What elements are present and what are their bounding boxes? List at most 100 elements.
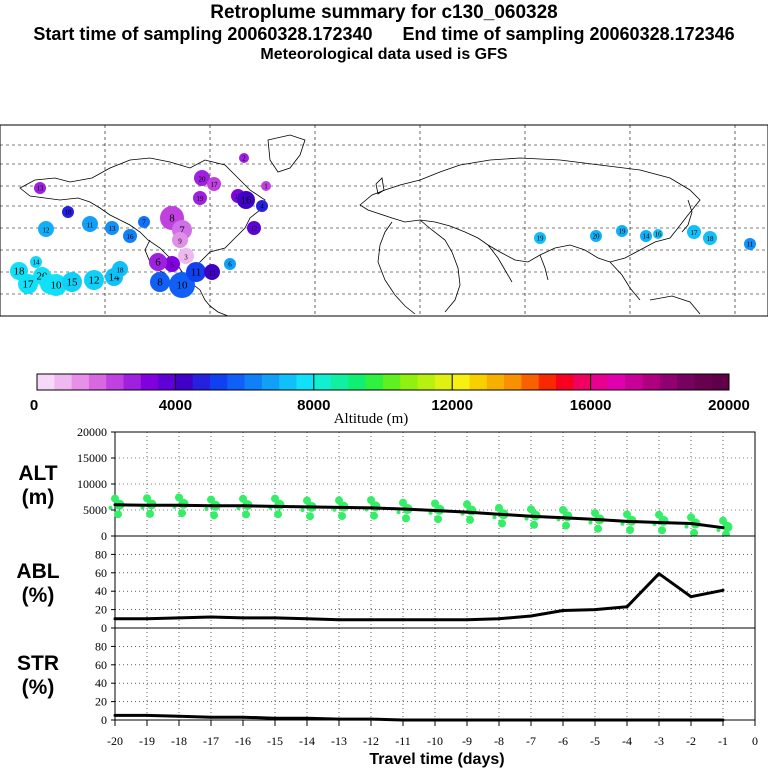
alt-scatter-point bbox=[204, 507, 209, 511]
colorbar-tick-label: 12000 bbox=[431, 397, 473, 414]
abl-data-point bbox=[689, 595, 693, 599]
alt-data-point bbox=[305, 505, 309, 509]
alt-scatter-point bbox=[399, 498, 407, 507]
alt-scatter-point bbox=[626, 526, 634, 534]
map-plume-label: 18 bbox=[117, 267, 125, 275]
map-plume-marker bbox=[204, 264, 220, 280]
x-tick-label: -6 bbox=[558, 734, 568, 748]
str-data-point bbox=[209, 715, 213, 719]
alt-scatter-point bbox=[143, 494, 151, 503]
map-plume-label: 19 bbox=[619, 228, 627, 236]
map-plume-marker bbox=[30, 256, 42, 268]
alt-scatter-point bbox=[338, 512, 346, 520]
colorbar-cell bbox=[486, 374, 505, 390]
map-plume-marker bbox=[150, 272, 170, 292]
colorbar-cell bbox=[365, 374, 384, 390]
alt-scatter-point bbox=[274, 510, 282, 519]
abl-data-point bbox=[145, 617, 149, 621]
x-tick-label: -14 bbox=[299, 734, 315, 748]
map-plume-label: 3 bbox=[184, 254, 188, 262]
map-plume-marker bbox=[178, 248, 194, 264]
alt-data-point bbox=[529, 514, 533, 518]
map-plume-label: 7 bbox=[179, 225, 185, 237]
alt-data-point bbox=[497, 512, 501, 516]
colorbar-cell bbox=[590, 374, 609, 390]
abl-data-point bbox=[497, 617, 501, 621]
alt-data-point bbox=[273, 504, 277, 508]
y-tick-label: 80 bbox=[95, 639, 107, 653]
alt-axis-label: (m) bbox=[22, 486, 55, 509]
str-frame bbox=[114, 627, 756, 721]
map-plume-marker bbox=[261, 181, 271, 191]
alt-scatter-point bbox=[722, 521, 733, 532]
x-tick-label: -8 bbox=[494, 734, 504, 748]
map-plume-label: 11 bbox=[87, 222, 94, 230]
colorbar-cell bbox=[331, 374, 349, 390]
abl-data-point bbox=[369, 618, 373, 622]
colorbar-cell bbox=[538, 374, 557, 390]
map-plume-label: 13 bbox=[109, 225, 117, 233]
colorbar-cell bbox=[694, 374, 713, 390]
map-plume-label: 16 bbox=[127, 233, 135, 241]
map-plume-marker bbox=[247, 221, 261, 235]
x-tick-label: -20 bbox=[107, 734, 123, 748]
x-tick-label: -4 bbox=[622, 734, 632, 748]
colorbar-cell bbox=[88, 374, 107, 390]
map-plume-label: 10 bbox=[177, 280, 189, 292]
sampling-times: Start time of sampling 20060328.172340 En… bbox=[0, 24, 768, 45]
y-tick-label: 80 bbox=[95, 547, 107, 561]
map-plume-label: 9 bbox=[178, 238, 182, 246]
alt-scatter-point bbox=[207, 495, 215, 504]
alt-data-point bbox=[561, 516, 565, 520]
map-plume-label: 7 bbox=[142, 219, 146, 227]
alt-scatter-point bbox=[655, 510, 663, 519]
alt-scatter-point bbox=[687, 513, 695, 522]
alt-data-point bbox=[337, 505, 341, 509]
abl-data-point bbox=[657, 572, 661, 576]
colorbar-label: Altitude (m) bbox=[334, 411, 409, 427]
alt-data-point bbox=[369, 506, 373, 510]
str-axis-label: STR bbox=[17, 652, 59, 675]
alt-scatter-point bbox=[210, 511, 218, 520]
colorbar-cell bbox=[313, 374, 332, 390]
map-plume-marker bbox=[237, 191, 255, 209]
colorbar-cell bbox=[417, 374, 436, 390]
alt-scatter-point bbox=[559, 506, 567, 514]
map-plume-marker bbox=[34, 182, 46, 194]
colorbar-cell bbox=[711, 374, 730, 390]
map-plume-marker bbox=[62, 206, 74, 218]
abl-data-point bbox=[177, 616, 181, 620]
map-plume-label: 8 bbox=[157, 277, 163, 289]
x-axis: -20 -19 -18 -17 -16 -15 -14 -13 -12 -11 -10 -9 -8 -7-… bbox=[107, 720, 758, 748]
alt-scatter-point bbox=[271, 494, 279, 503]
abl-data-point bbox=[593, 608, 597, 612]
map-plume-label: 17 bbox=[23, 279, 35, 291]
colorbar-cell bbox=[106, 374, 124, 390]
map-graticule bbox=[0, 125, 768, 316]
map-plume-label: 12 bbox=[251, 225, 259, 233]
y-tick-label: 0 bbox=[101, 621, 107, 635]
colorbar-cell bbox=[348, 374, 367, 390]
map-plume-points: 1814209171015121418121113167879356810111… bbox=[10, 153, 756, 298]
chart-title: Retroplume summary for c130_060328 bbox=[210, 2, 558, 23]
x-tick-label: -1 bbox=[718, 734, 728, 748]
colorbar-cell bbox=[279, 374, 297, 390]
alt-scatter-point bbox=[431, 499, 439, 508]
colorbar-cell bbox=[469, 374, 488, 390]
map-plume-marker bbox=[640, 230, 652, 242]
alt-data-point bbox=[145, 503, 149, 507]
map-plume-label: 4 bbox=[260, 203, 264, 211]
alt-scatter-point bbox=[466, 515, 474, 524]
y-tick-label: 10000 bbox=[77, 477, 107, 491]
colorbar-cell bbox=[140, 374, 159, 390]
map-plume-marker bbox=[82, 216, 98, 232]
y-tick-label: 20 bbox=[95, 695, 107, 709]
alt-scatter-point bbox=[303, 496, 311, 505]
map-frame bbox=[0, 124, 768, 317]
colorbar-cell bbox=[400, 374, 419, 390]
map-plume-marker bbox=[590, 230, 602, 242]
colorbar-tick-label: 16000 bbox=[570, 397, 612, 414]
str-data-point bbox=[145, 713, 149, 717]
